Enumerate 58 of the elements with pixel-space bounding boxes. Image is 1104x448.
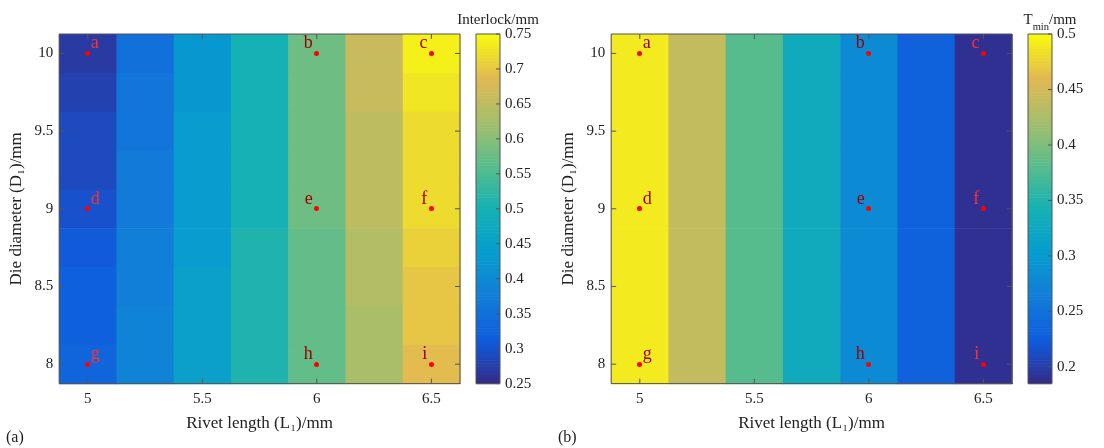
annotation: f xyxy=(973,187,980,208)
x-tick-label: 6.5 xyxy=(973,389,993,406)
text: (b) xyxy=(558,428,577,447)
annotation: d xyxy=(90,187,100,208)
annotation: i xyxy=(422,342,428,363)
annotation: h xyxy=(303,342,313,363)
y-tick-label: 9.5 xyxy=(586,122,606,139)
color-bar-label: 0.5 xyxy=(505,199,524,216)
y-tick-label: 8 xyxy=(45,355,54,372)
annotation: g xyxy=(90,342,100,363)
color-bar-label: 0.3 xyxy=(505,339,524,356)
annotation: c xyxy=(971,32,980,53)
x-axis-title: Rivet length (L₁)/mm xyxy=(186,413,333,433)
y-tick-label: 10 xyxy=(590,44,606,61)
x-tick-label: 6 xyxy=(313,389,322,406)
annotation: c xyxy=(419,32,428,53)
x-axis-title: Rivet length (L₁)/mm xyxy=(738,413,885,433)
y-tick-label: 8 xyxy=(597,355,606,372)
annotation: d xyxy=(642,187,652,208)
x-tick-label: 5 xyxy=(84,389,92,406)
color-bar-label: 0.45 xyxy=(505,234,532,251)
color-bar-label: 0.45 xyxy=(1057,80,1084,97)
color-bar-label: 0.25 xyxy=(1057,302,1084,319)
x-tick-label: 6.5 xyxy=(421,389,441,406)
y-axis-title: Die diameter (D₁)/mm xyxy=(557,132,577,286)
color-bar-label: 0.35 xyxy=(1057,191,1084,208)
color-bar-label: 0.55 xyxy=(505,164,532,181)
y-tick-label: 9.5 xyxy=(34,122,54,139)
annotation: e xyxy=(856,187,865,208)
y-tick-label: 10 xyxy=(38,44,54,61)
y-tick-label: 8.5 xyxy=(34,277,54,294)
y-tick-label: 8.5 xyxy=(586,277,606,294)
annotation: g xyxy=(642,342,652,363)
x-tick-label: 5 xyxy=(636,389,644,406)
color-bar-label: 0.7 xyxy=(505,59,525,76)
text: (a) xyxy=(6,428,24,447)
y-axis-title: Die diameter (D₁)/mm xyxy=(5,132,25,286)
annotation: h xyxy=(855,342,865,363)
y-tick-label: 9 xyxy=(597,199,606,216)
annotation: a xyxy=(642,32,651,53)
x-tick-label: 5.5 xyxy=(192,389,212,406)
x-tick-label: 5.5 xyxy=(744,389,764,406)
color-bar-label: 0.3 xyxy=(1057,246,1076,263)
annotation: e xyxy=(304,187,313,208)
annotation: f xyxy=(421,187,428,208)
annotation: b xyxy=(303,32,313,53)
color-bar-label: 0.4 xyxy=(505,269,525,286)
x-tick-label: 6 xyxy=(865,389,874,406)
color-bar-label: 0.6 xyxy=(505,129,525,146)
color-bar-label: 0.65 xyxy=(505,94,532,111)
annotation: b xyxy=(855,32,865,53)
color-bar-label: 0.35 xyxy=(505,304,532,321)
color-bar-label: 0.2 xyxy=(1057,357,1076,374)
y-tick-label: 9 xyxy=(45,199,54,216)
color-bar-label: 0.4 xyxy=(1057,135,1077,152)
color-bar-label: 0.25 xyxy=(505,374,532,391)
annotation: i xyxy=(974,342,980,363)
annotation: a xyxy=(90,32,99,53)
